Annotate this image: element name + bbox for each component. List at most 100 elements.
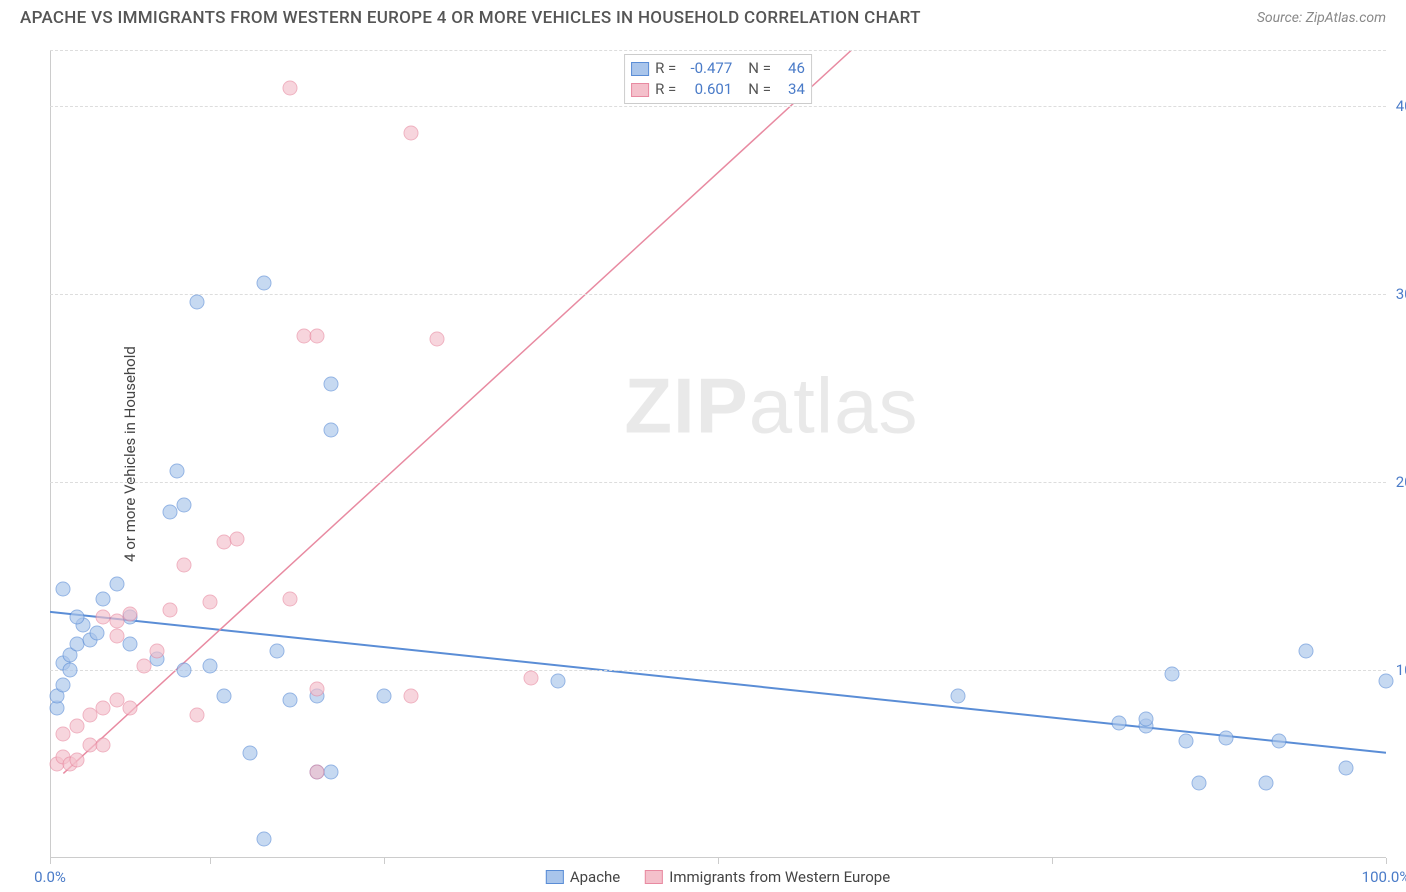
legend-label: Immigrants from Western Europe [669,868,890,886]
data-point [256,832,271,847]
data-point [323,422,338,437]
data-point [403,689,418,704]
data-point [283,693,298,708]
legend-label: Apache [570,868,620,886]
scatter-chart: 4 or more Vehicles in Household ZIPatlas… [50,50,1386,858]
data-point [1178,734,1193,749]
stats-legend-row: R = 0.601 N = 34 [631,79,805,100]
data-point [149,644,164,659]
legend-item: Immigrants from Western Europe [645,868,890,886]
data-point [283,591,298,606]
legend-swatch [631,83,649,97]
stats-r-label: R = [655,58,676,79]
data-point [523,670,538,685]
data-point [1258,775,1273,790]
data-point [109,629,124,644]
y-tick-label: 20.0% [1396,473,1406,491]
stats-r-value: 0.601 [682,79,732,100]
stats-r-value: -0.477 [682,58,732,79]
data-point [270,644,285,659]
data-point [310,681,325,696]
data-point [1298,644,1313,659]
data-point [1191,775,1206,790]
data-point [1111,715,1126,730]
stats-r-label: R = [655,79,676,100]
gridline [50,294,1386,295]
legend-swatch [546,870,564,884]
data-point [283,80,298,95]
x-tick [718,858,719,864]
x-tick [50,858,51,864]
stats-n-label: N = [748,58,771,79]
x-tick [1386,858,1387,864]
stats-legend-row: R = -0.477 N = 46 [631,58,805,79]
data-point [310,764,325,779]
data-point [123,636,138,651]
data-point [403,125,418,140]
data-point [89,625,104,640]
data-point [176,557,191,572]
data-point [189,708,204,723]
data-point [550,674,565,689]
watermark: ZIPatlas [624,360,918,451]
y-tick-label: 30.0% [1396,285,1406,303]
data-point [430,332,445,347]
x-tick-label: 100.0% [1362,868,1406,886]
y-tick-label: 10.0% [1396,661,1406,679]
data-point [63,663,78,678]
stats-n-label: N = [748,79,771,100]
data-point [256,276,271,291]
gridline [50,482,1386,483]
stats-n-value: 34 [777,79,805,100]
data-point [203,659,218,674]
data-point [323,764,338,779]
data-point [176,497,191,512]
legend-item: Apache [546,868,620,886]
x-tick [384,858,385,864]
watermark-zip: ZIP [624,361,748,449]
data-point [1138,711,1153,726]
series-legend: Apache Immigrants from Western Europe [546,868,890,886]
data-point [243,745,258,760]
data-point [69,753,84,768]
data-point [203,595,218,610]
data-point [136,659,151,674]
data-point [96,591,111,606]
data-point [1165,666,1180,681]
data-point [69,719,84,734]
data-point [1218,730,1233,745]
data-point [123,606,138,621]
data-point [109,576,124,591]
data-point [323,377,338,392]
chart-title: APACHE VS IMMIGRANTS FROM WESTERN EUROPE… [20,8,921,28]
y-axis-label: 4 or more Vehicles in Household [121,346,139,562]
data-point [96,738,111,753]
legend-swatch [631,62,649,76]
y-tick-label: 40.0% [1396,97,1406,115]
data-point [176,663,191,678]
data-point [1379,674,1394,689]
data-point [310,328,325,343]
data-point [1272,734,1287,749]
data-point [377,689,392,704]
data-point [123,700,138,715]
data-point [56,582,71,597]
gridline [50,50,1386,51]
data-point [56,678,71,693]
x-tick-label: 0.0% [34,868,66,886]
legend-swatch [645,870,663,884]
data-point [1338,760,1353,775]
chart-source: Source: ZipAtlas.com [1257,10,1386,26]
x-tick [1052,858,1053,864]
trend-line [50,612,1386,753]
data-point [189,294,204,309]
x-tick [210,858,211,864]
stats-legend: R = -0.477 N = 46 R = 0.601 N = 34 [624,54,812,104]
data-point [230,531,245,546]
watermark-atlas: atlas [749,361,919,449]
data-point [216,689,231,704]
data-point [69,610,84,625]
y-axis-line [50,50,51,858]
data-point [951,689,966,704]
stats-n-value: 46 [777,58,805,79]
